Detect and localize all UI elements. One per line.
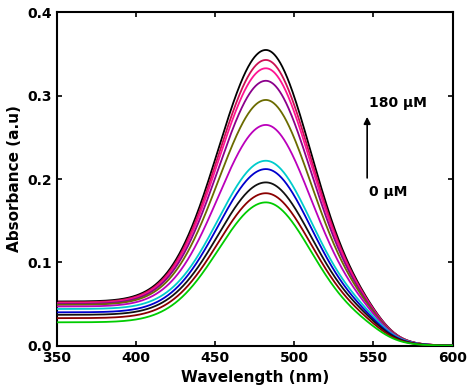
X-axis label: Wavelength (nm): Wavelength (nm) — [181, 370, 329, 385]
Y-axis label: Absorbance (a.u): Absorbance (a.u) — [7, 105, 22, 252]
Text: 0 μM: 0 μM — [369, 185, 407, 199]
Text: 180 μM: 180 μM — [369, 96, 427, 110]
